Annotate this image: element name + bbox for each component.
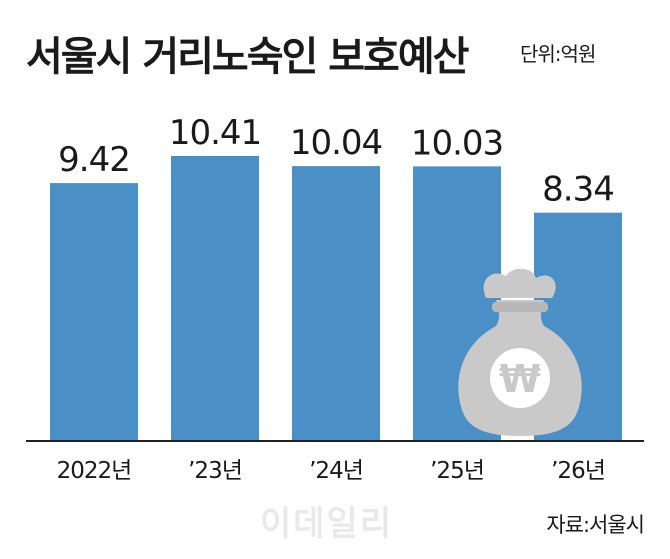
bars-group <box>50 156 622 442</box>
svg-text:₩: ₩ <box>499 357 541 401</box>
value-label-3: 10.03 <box>411 123 503 163</box>
bar-1 <box>171 156 259 441</box>
value-label-4: 8.34 <box>542 170 614 210</box>
category-label-2: ’24년 <box>309 458 363 484</box>
value-label-1: 10.41 <box>169 113 261 153</box>
category-label-3: ’25년 <box>430 458 484 484</box>
value-label-2: 10.04 <box>290 123 382 163</box>
value-labels-group: 9.42 10.41 10.04 10.03 8.34 <box>58 113 615 210</box>
watermark: 이데일리 <box>260 504 394 544</box>
category-label-0: 2022년 <box>57 458 132 484</box>
unit-label: 단위:억원 <box>520 42 596 66</box>
bar-2 <box>292 166 380 441</box>
category-labels-group: 2022년 ’23년 ’24년 ’25년 ’26년 <box>57 458 606 484</box>
source-label: 자료:서울시 <box>546 513 645 537</box>
bar-0 <box>50 183 138 441</box>
chart-title: 서울시 거리노숙인 보호예산 <box>26 34 469 80</box>
won-money-bag-icon: ₩ <box>458 268 582 436</box>
value-label-0: 9.42 <box>58 140 130 180</box>
category-label-4: ’26년 <box>551 458 605 484</box>
category-label-1: ’23년 <box>188 458 242 484</box>
